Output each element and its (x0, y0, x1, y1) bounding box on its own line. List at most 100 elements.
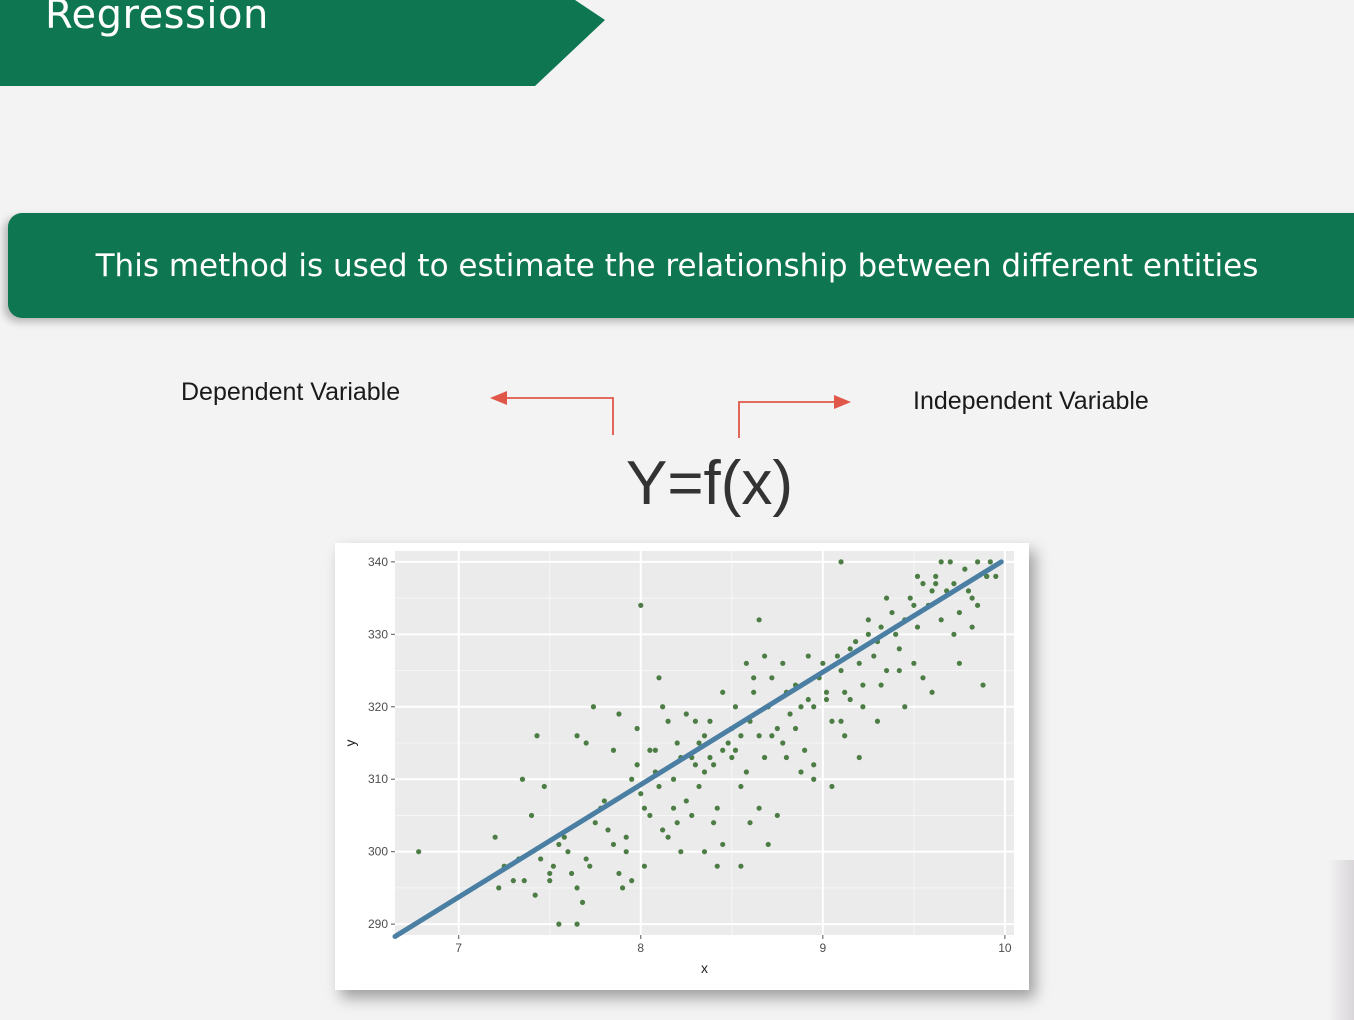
data-point (665, 718, 671, 724)
data-point (732, 704, 739, 710)
data-point (865, 631, 871, 637)
y-tick-label: 340 (368, 555, 388, 569)
data-point (756, 733, 762, 739)
data-point (889, 609, 895, 616)
data-point (984, 573, 990, 579)
data-point (871, 653, 877, 659)
data-point (568, 870, 575, 877)
data-point (965, 588, 972, 594)
y-axis-label: y (342, 740, 358, 747)
data-point (610, 841, 617, 848)
data-point (547, 870, 553, 877)
data-point (616, 711, 622, 717)
y-tick-label: 310 (368, 772, 388, 786)
data-point (756, 617, 762, 623)
data-point (956, 660, 962, 666)
data-point (707, 718, 713, 724)
data-point (811, 704, 817, 710)
data-point (532, 892, 538, 898)
data-point (878, 624, 884, 630)
data-point (510, 878, 516, 884)
data-point (774, 725, 780, 732)
data-point (834, 653, 841, 659)
data-point (856, 754, 862, 761)
data-point (496, 885, 502, 891)
data-point (805, 696, 811, 703)
data-point (860, 704, 866, 710)
data-point (974, 602, 981, 608)
data-point (623, 849, 629, 855)
independent-variable-label: Independent Variable (913, 387, 1149, 415)
data-point (765, 841, 771, 848)
data-point (656, 783, 662, 790)
data-point (798, 769, 804, 775)
data-point (847, 696, 853, 703)
data-point (583, 740, 589, 746)
data-point (556, 841, 562, 848)
data-point (711, 820, 717, 826)
data-point (652, 747, 658, 753)
data-point (720, 747, 726, 753)
data-point (842, 689, 848, 695)
data-point (896, 667, 902, 674)
data-point (623, 834, 629, 840)
data-point (574, 885, 580, 891)
data-point (738, 733, 744, 739)
data-point (780, 740, 786, 746)
data-point (980, 682, 986, 688)
data-point (933, 573, 939, 579)
data-point (902, 704, 908, 710)
data-point (550, 863, 556, 869)
dependent-arrow-line (505, 397, 614, 435)
data-point (678, 849, 684, 855)
data-point (638, 791, 644, 797)
data-point (647, 747, 653, 753)
data-point (792, 725, 799, 732)
data-point (856, 660, 862, 666)
data-point (696, 783, 702, 790)
data-point (634, 762, 640, 768)
data-point (720, 689, 726, 695)
data-point (838, 718, 844, 724)
data-point (732, 747, 739, 753)
data-point (951, 631, 957, 637)
data-point (561, 834, 567, 840)
data-point (711, 762, 717, 768)
data-point (738, 783, 744, 790)
y-tick-label: 330 (368, 627, 388, 641)
data-point (847, 646, 853, 652)
dependent-variable-label: Dependent Variable (181, 378, 401, 406)
data-point (534, 733, 540, 739)
data-point (638, 602, 644, 608)
data-point (738, 863, 744, 869)
data-point (823, 689, 830, 695)
data-point (743, 769, 749, 775)
data-point (914, 573, 921, 579)
data-point (416, 849, 422, 855)
data-point (938, 617, 944, 623)
data-point (751, 675, 757, 681)
independent-arrow-head (834, 395, 851, 409)
data-point (701, 769, 708, 775)
data-point (751, 689, 757, 695)
data-point (860, 682, 866, 688)
data-point (842, 733, 848, 739)
data-point (670, 776, 677, 782)
y-tick-label: 290 (368, 917, 388, 931)
data-point (947, 559, 953, 565)
data-point (769, 675, 775, 681)
dependent-arrow-head (490, 391, 507, 405)
data-point (660, 827, 666, 833)
data-point (521, 878, 527, 884)
data-point (907, 595, 913, 601)
definition-text: This method is used to estimate the rela… (95, 247, 1259, 284)
data-point (601, 798, 607, 804)
x-axis-label: x (701, 960, 708, 976)
data-point (674, 740, 680, 746)
data-point (798, 704, 804, 710)
data-point (747, 820, 753, 826)
data-point (914, 624, 921, 630)
data-point (874, 718, 881, 724)
x-tick-label: 7 (455, 941, 462, 955)
data-point (538, 856, 544, 862)
